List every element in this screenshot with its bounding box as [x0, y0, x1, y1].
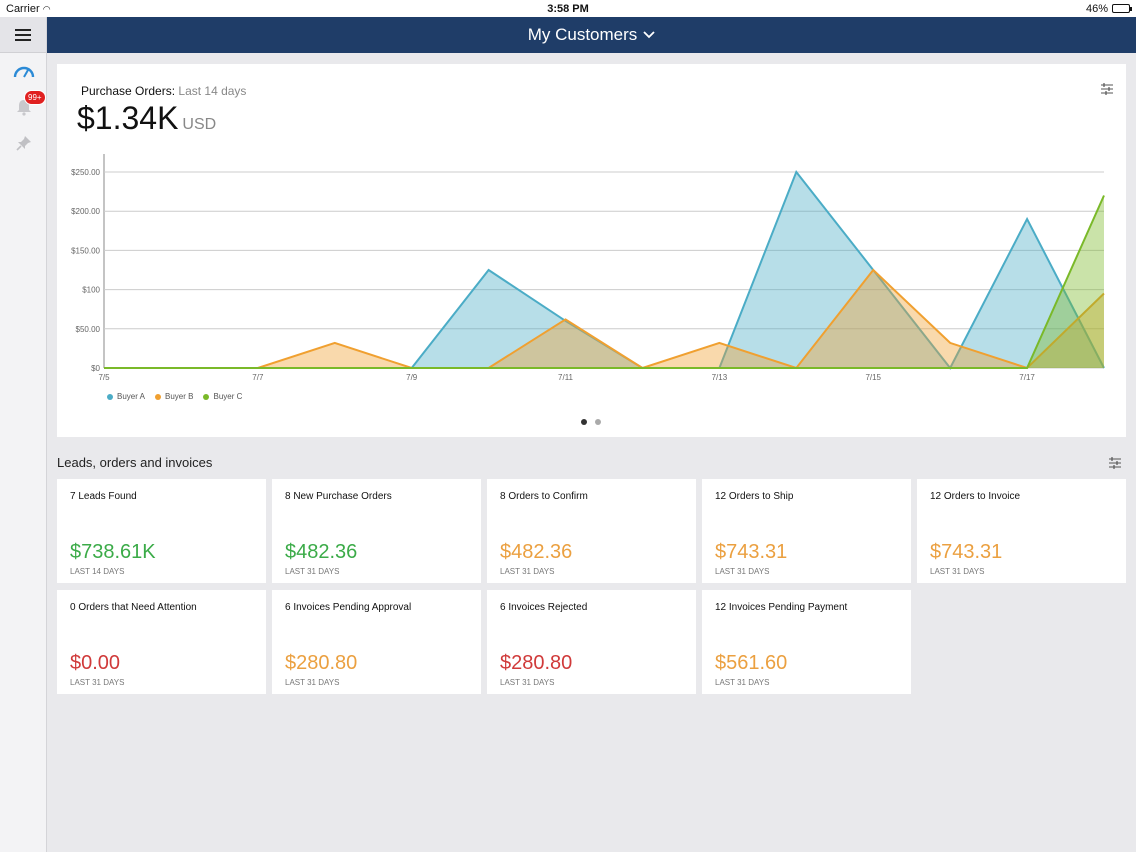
- summary-tile[interactable]: 8 New Purchase Orders $482.36 LAST 31 DAYS: [272, 479, 481, 583]
- tile-title: 7 Leads Found: [70, 491, 137, 502]
- x-tick-label: 7/17: [1019, 373, 1035, 382]
- page-title: My Customers: [527, 25, 638, 44]
- summary-tile[interactable]: 12 Orders to Ship $743.31 LAST 31 DAYS: [702, 479, 911, 583]
- y-tick-label: $100: [82, 286, 100, 295]
- tile-value: $280.80: [285, 652, 358, 674]
- purchase-orders-label: Purchase Orders: Last 14 days: [81, 84, 247, 98]
- speedometer-icon: [13, 66, 34, 78]
- legend-item: Buyer C: [203, 392, 242, 401]
- legend-item: Buyer A: [107, 392, 145, 401]
- tile-title: 0 Orders that Need Attention: [70, 602, 197, 613]
- tile-value: $0.00: [70, 652, 121, 674]
- tile-period: LAST 14 DAYS: [70, 567, 125, 576]
- tile-value: $280.80: [500, 652, 573, 674]
- y-tick-label: $200.00: [71, 207, 100, 216]
- purchase-orders-total: $1.34K USD: [77, 100, 217, 136]
- filter-settings-icon[interactable]: [1100, 82, 1114, 96]
- chart-legend: Buyer A Buyer B Buyer C: [107, 392, 242, 401]
- chevron-down-icon: [643, 28, 655, 42]
- tile-period: LAST 31 DAYS: [70, 678, 125, 687]
- summary-tile[interactable]: 6 Invoices Pending Approval $280.80 LAST 3…: [272, 590, 481, 694]
- tile-title: 6 Invoices Pending Approval: [285, 602, 412, 613]
- customers-dropdown[interactable]: My Customers: [528, 25, 656, 45]
- tile-value: $482.36: [500, 541, 573, 563]
- section-title: Leads, orders and invoices: [57, 455, 213, 470]
- tile-period: LAST 31 DAYS: [715, 567, 770, 576]
- tile-title: 12 Invoices Pending Payment: [715, 602, 848, 613]
- tile-period: LAST 31 DAYS: [715, 678, 770, 687]
- legend-swatch: [107, 393, 113, 400]
- battery-icon: [1112, 4, 1132, 13]
- summary-tile[interactable]: 0 Orders that Need Attention $0.00 LAST 31…: [57, 590, 266, 694]
- y-tick-label: $0: [91, 364, 100, 373]
- tile-value: $743.31: [930, 541, 1003, 563]
- battery-percent: 46%: [1085, 2, 1108, 15]
- x-tick-label: 7/9: [406, 373, 418, 382]
- tile-title: 6 Invoices Rejected: [500, 602, 588, 613]
- tile-value: $561.60: [715, 652, 788, 674]
- series-area-buyer-b: [104, 270, 1104, 368]
- purchase-orders-period: Last 14 days: [178, 84, 247, 98]
- wifi-icon: ◠: [42, 3, 51, 14]
- purchase-orders-chart: $0 $50.00 $100 $150.00 $200.00 $250.00 7/5 7/7 7…: [71, 154, 1105, 382]
- pin-icon: [15, 136, 31, 151]
- purchase-orders-card: Purchase Orders: Last 14 days $1.34K USD …: [57, 64, 1126, 437]
- summary-tile[interactable]: 12 Orders to Invoice $743.31 LAST 31 DAYS: [917, 479, 1126, 583]
- tile-value: $482.36: [285, 541, 358, 563]
- section-filter-icon[interactable]: [1108, 456, 1122, 470]
- tile-value: $743.31: [715, 541, 788, 563]
- legend-swatch: [155, 393, 162, 400]
- legend-swatch: [203, 393, 210, 400]
- tile-value: $738.61K: [70, 541, 156, 563]
- pinned-nav[interactable]: [0, 125, 47, 161]
- notifications-nav[interactable]: 99+: [0, 89, 47, 125]
- carrier-label: Carrier ◠: [6, 2, 51, 15]
- currency-label: USD: [182, 116, 217, 133]
- x-tick-label: 7/7: [252, 373, 264, 382]
- legend-label: Buyer C: [213, 392, 243, 401]
- tile-period: LAST 31 DAYS: [930, 567, 985, 576]
- y-tick-label: $50.00: [76, 325, 101, 334]
- dashboard-nav[interactable]: [0, 53, 47, 89]
- tile-period: LAST 31 DAYS: [500, 567, 555, 576]
- page-indicator[interactable]: [581, 419, 601, 425]
- tile-period: LAST 31 DAYS: [500, 678, 555, 687]
- series-line-buyer-c: [104, 195, 1105, 369]
- x-tick-label: 7/13: [712, 373, 728, 382]
- summary-tile[interactable]: 12 Invoices Pending Payment $561.60 LAST 3…: [702, 590, 911, 694]
- status-bar: Carrier ◠ 3:58 PM 46%: [0, 0, 1136, 17]
- x-tick-label: 7/11: [558, 373, 574, 382]
- tile-title: 12 Orders to Ship: [715, 491, 794, 502]
- page-dot[interactable]: [581, 419, 587, 425]
- x-tick-label: 7/5: [98, 373, 110, 382]
- y-tick-label: $150.00: [71, 246, 100, 255]
- summary-tile[interactable]: 7 Leads Found $738.61K LAST 14 DAYS: [57, 479, 266, 583]
- series-area-buyer-c: [104, 195, 1104, 368]
- summary-tile[interactable]: 6 Invoices Rejected $280.80 LAST 31 DAYS: [487, 590, 696, 694]
- page-dot[interactable]: [595, 419, 601, 425]
- summary-tile[interactable]: 8 Orders to Confirm $482.36 LAST 31 DAYS: [487, 479, 696, 583]
- tile-period: LAST 31 DAYS: [285, 567, 340, 576]
- hamburger-icon: [15, 26, 31, 44]
- y-tick-label: $250.00: [71, 168, 100, 177]
- legend-label: Buyer A: [117, 392, 146, 401]
- legend-item: Buyer B: [155, 392, 193, 401]
- series-line-buyer-a: [104, 170, 1105, 370]
- clock: 3:58 PM: [547, 2, 589, 15]
- tile-title: 8 Orders to Confirm: [500, 491, 588, 502]
- tile-period: LAST 31 DAYS: [285, 678, 340, 687]
- tile-title: 8 New Purchase Orders: [285, 491, 392, 502]
- x-tick-label: 7/15: [865, 373, 881, 382]
- header-bar: My Customers: [47, 17, 1136, 53]
- menu-button[interactable]: [0, 17, 46, 53]
- legend-label: Buyer B: [165, 392, 194, 401]
- notification-badge: 99+: [24, 90, 46, 105]
- series-area-buyer-a: [104, 172, 1104, 368]
- tile-title: 12 Orders to Invoice: [930, 491, 1021, 502]
- sidebar: 99+: [0, 17, 47, 852]
